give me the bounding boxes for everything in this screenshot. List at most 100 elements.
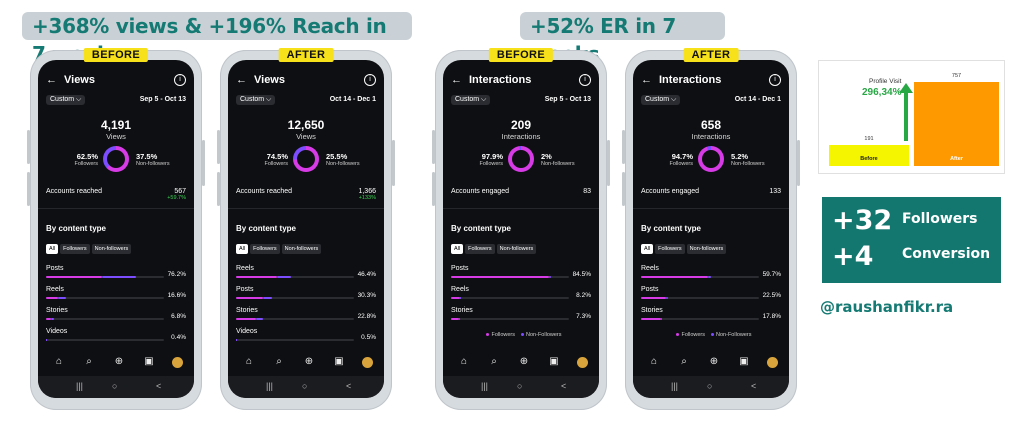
info-icon[interactable]: i — [769, 74, 781, 86]
reels-icon[interactable]: ▣ — [144, 356, 154, 367]
search-icon[interactable]: ⌕ — [491, 356, 497, 367]
home-icon[interactable]: ⌂ — [245, 356, 253, 367]
reels-icon[interactable]: ▣ — [549, 356, 559, 367]
custom-range-dropdown[interactable]: Custom ⌵ — [451, 95, 491, 105]
nonfollowers-pct: 5.2% Non-followers — [731, 152, 765, 167]
home-icon[interactable]: ⌂ — [55, 356, 63, 367]
info-icon[interactable]: i — [364, 74, 376, 86]
pill-non-followers[interactable]: Non-followers — [91, 244, 132, 254]
pill-non-followers[interactable]: Non-followers — [686, 244, 727, 254]
content-type-track — [451, 318, 569, 320]
nonfollowers-pct-value: 5.2% — [731, 152, 749, 161]
back-button-icon[interactable]: < — [561, 381, 567, 391]
page-title: Interactions — [659, 74, 722, 86]
accounts-value: 1,366 +133% — [358, 188, 376, 201]
reels-icon[interactable]: ▣ — [334, 356, 344, 367]
info-icon[interactable]: i — [174, 74, 186, 86]
info-icon[interactable]: i — [579, 74, 591, 86]
back-button-icon[interactable]: < — [346, 381, 352, 391]
content-type-name: Stories — [451, 307, 473, 314]
add-icon[interactable]: ⊕ — [709, 356, 719, 367]
avatar[interactable] — [577, 357, 588, 368]
custom-range-dropdown[interactable]: Custom ⌵ — [46, 95, 86, 105]
legend-nonfollowers: Non-Followers — [716, 332, 752, 338]
recents-icon[interactable]: ||| — [671, 381, 679, 391]
followers-fill — [236, 318, 257, 320]
accounts-delta: +59.7% — [167, 195, 186, 201]
back-button-icon[interactable]: < — [156, 381, 162, 391]
avatar[interactable] — [767, 357, 778, 368]
home-icon[interactable]: ⌂ — [650, 356, 658, 367]
back-arrow-icon[interactable]: ← — [451, 74, 462, 86]
content-type-row: Videos 0.4% — [46, 328, 186, 348]
pill-followers[interactable]: Followers — [250, 244, 280, 254]
metric-label: Views — [106, 132, 126, 141]
custom-range-dropdown[interactable]: Custom ⌵ — [641, 95, 681, 105]
recents-icon[interactable]: ||| — [266, 381, 274, 391]
followers-pct-value: 97.9% — [481, 152, 503, 161]
filter-row: Custom ⌵ Oct 14 - Dec 1 — [236, 95, 376, 107]
top-bar: ← Interactions i — [451, 74, 591, 88]
home-button-icon[interactable]: ○ — [112, 381, 118, 391]
back-arrow-icon[interactable]: ← — [46, 74, 57, 86]
metric-label: Interactions — [691, 132, 731, 141]
content-type-track — [641, 297, 759, 299]
followers-fill — [641, 318, 661, 320]
pill-non-followers[interactable]: Non-followers — [496, 244, 537, 254]
top-bar: ← Views i — [46, 74, 186, 88]
accounts-row: Accounts reached 567 +59.7% — [46, 188, 186, 201]
search-icon[interactable]: ⌕ — [86, 356, 92, 367]
recents-icon[interactable]: ||| — [76, 381, 84, 391]
content-type-row: Stories 7.3% — [451, 307, 591, 327]
content-type-pct: 22.5% — [762, 292, 781, 299]
recents-icon[interactable]: ||| — [481, 381, 489, 391]
back-button-icon[interactable]: < — [751, 381, 757, 391]
pill-all[interactable]: All — [641, 244, 654, 254]
add-icon[interactable]: ⊕ — [519, 356, 529, 367]
content-type-row: Stories 17.8% — [641, 307, 781, 327]
content-type-track — [236, 276, 354, 278]
bottom-tab-bar: ⌂ ⌕ ⊕ ▣ — [443, 352, 599, 374]
home-button-icon[interactable]: ○ — [517, 381, 523, 391]
pill-all[interactable]: All — [46, 244, 59, 254]
phone-side-button — [217, 172, 220, 206]
home-button-icon[interactable]: ○ — [707, 381, 713, 391]
avatar[interactable] — [362, 357, 373, 368]
pill-all[interactable]: All — [451, 244, 464, 254]
content-type-name: Reels — [641, 265, 659, 272]
pill-followers[interactable]: Followers — [465, 244, 495, 254]
home-icon[interactable]: ⌂ — [460, 356, 468, 367]
nonfollowers-label: Non-followers — [136, 161, 170, 167]
section-title: By content type — [641, 224, 702, 233]
followers-label: Followers — [479, 161, 503, 167]
avatar[interactable] — [172, 357, 183, 368]
legend-followers: Followers — [681, 332, 706, 338]
search-icon[interactable]: ⌕ — [681, 356, 687, 367]
add-icon[interactable]: ⊕ — [304, 356, 314, 367]
content-type-track — [236, 297, 354, 299]
custom-range-dropdown[interactable]: Custom ⌵ — [236, 95, 276, 105]
phone-side-button — [27, 130, 30, 164]
content-type-name: Posts — [236, 286, 254, 293]
followers-fill — [451, 297, 461, 299]
back-arrow-icon[interactable]: ← — [641, 74, 652, 86]
followers-donut — [508, 146, 534, 172]
reels-icon[interactable]: ▣ — [739, 356, 749, 367]
pill-followers[interactable]: Followers — [60, 244, 90, 254]
pill-followers[interactable]: Followers — [655, 244, 685, 254]
search-icon[interactable]: ⌕ — [276, 356, 282, 367]
date-range: Sep 5 - Oct 13 — [139, 96, 186, 103]
back-arrow-icon[interactable]: ← — [236, 74, 247, 86]
pill-non-followers[interactable]: Non-followers — [281, 244, 322, 254]
content-type-name: Videos — [46, 328, 68, 335]
pill-all[interactable]: All — [236, 244, 249, 254]
bar-value-label: 757 — [951, 73, 962, 79]
legend-dot-followers — [676, 333, 680, 336]
accounts-label: Accounts engaged — [641, 188, 699, 195]
home-button-icon[interactable]: ○ — [302, 381, 308, 391]
bottom-tab-bar: ⌂ ⌕ ⊕ ▣ — [633, 352, 789, 374]
phone-mockup: BEFORE ← Interactions i Custom ⌵ Sep 5 - Oct … — [432, 48, 610, 410]
nonfollowers-fill — [51, 318, 54, 320]
top-bar: ← Views i — [236, 74, 376, 88]
add-icon[interactable]: ⊕ — [114, 356, 124, 367]
